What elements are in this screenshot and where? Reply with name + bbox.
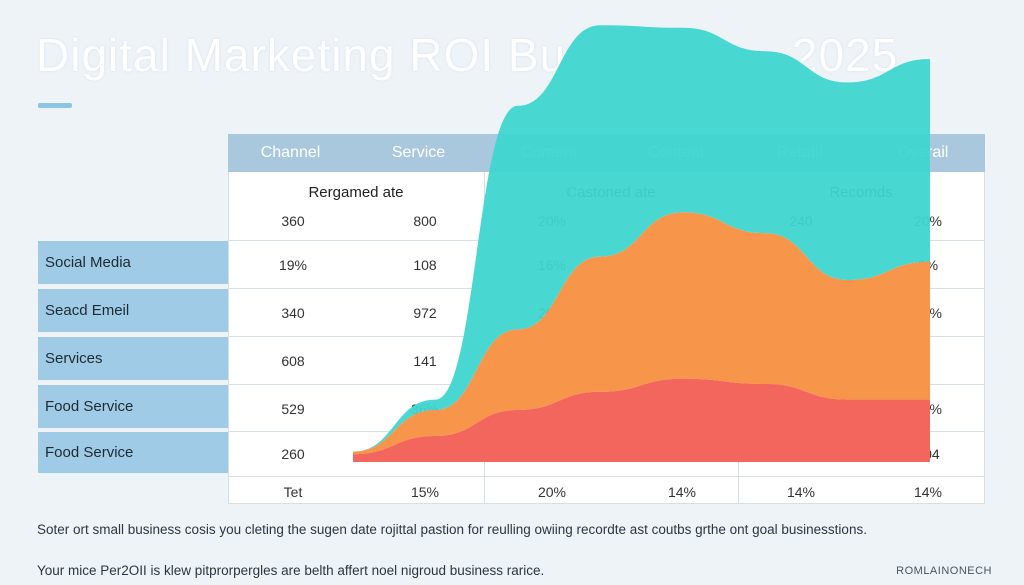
grid-line xyxy=(228,172,229,503)
grid-line xyxy=(228,476,985,477)
table-cell: 19% xyxy=(278,257,308,273)
row-label-services: Services xyxy=(38,337,228,382)
title-accent-bar xyxy=(38,103,72,108)
table-cell: 20% xyxy=(667,213,697,229)
table-cell: 608 xyxy=(281,353,305,369)
grid-line xyxy=(228,240,985,241)
grid-line xyxy=(984,172,985,503)
table-cell: 20% xyxy=(667,446,697,462)
table-cell: 260 xyxy=(281,446,305,462)
table-body xyxy=(228,172,985,503)
header-content-2: Content xyxy=(614,134,740,172)
table-cell: 20% xyxy=(537,484,567,500)
table-cell: 108 xyxy=(413,257,437,273)
table-cell: 17 xyxy=(793,305,809,321)
table-cell: 240 xyxy=(789,213,813,229)
table-cell: 20% xyxy=(537,446,567,462)
page-title: Digital Marketing ROI Busnerisen - 2025 xyxy=(36,29,899,81)
grid-line xyxy=(484,172,485,503)
table-cell: 23% xyxy=(410,446,440,462)
table-cell: 16% xyxy=(913,305,943,321)
grid-line xyxy=(228,336,985,337)
table-cell: 8% xyxy=(671,257,693,273)
header-retail: Retatil xyxy=(738,134,863,172)
table-cell: 36% xyxy=(410,401,440,417)
subheader-3: Recomds xyxy=(829,184,893,201)
row-label-search-email: Seacd Emeil xyxy=(38,289,228,334)
grid-line xyxy=(228,288,985,289)
table-cell: 20% xyxy=(537,305,567,321)
header-overall: Overail xyxy=(861,134,985,172)
subheader-1: Rergamed ate xyxy=(308,184,404,201)
table-cell: 20% xyxy=(786,446,816,462)
table-cell: 20% xyxy=(537,213,567,229)
table-cell: 141 xyxy=(413,353,437,369)
table-cell: 57% xyxy=(913,401,943,417)
row-label-social-media: Social Media xyxy=(38,241,228,286)
table-cell: 20% xyxy=(913,213,943,229)
subheader-2: Castoned ate xyxy=(566,184,656,201)
table-cell: 15% xyxy=(410,484,440,500)
table-cell: 529 xyxy=(281,401,305,417)
table-cell: 972 xyxy=(413,305,437,321)
footnote-2: Your mice Per2OII is klew pitprorpergles… xyxy=(37,563,545,578)
grid-line xyxy=(228,431,985,432)
table-cell: 4% xyxy=(790,257,812,273)
table-cell: 340 xyxy=(281,305,305,321)
table-cell: 0% xyxy=(917,257,939,273)
header-content-1: Content xyxy=(484,134,616,172)
grid-line xyxy=(228,384,985,385)
header-service: Service xyxy=(353,134,486,172)
footnote-1: Soter ort small business cosis you cleti… xyxy=(37,522,867,537)
table-cell: 14% xyxy=(667,484,697,500)
brand-label: ROMLAINONECH xyxy=(896,565,992,577)
table-cell: 14% xyxy=(913,484,943,500)
table-cell: 14% xyxy=(786,484,816,500)
table-cell: 16% xyxy=(537,257,567,273)
header-channel: Channel xyxy=(228,134,355,172)
grid-line xyxy=(228,503,985,504)
table-cell: 360 xyxy=(281,213,305,229)
table-cell: 2.18 xyxy=(668,401,696,417)
row-label-food-service: Food Service xyxy=(38,385,228,430)
row-label-food-service-2: Food Service xyxy=(38,432,228,475)
table-cell: 800 xyxy=(413,213,437,229)
table-cell: Tet xyxy=(283,484,303,500)
grid-line xyxy=(738,172,739,503)
table-cell: 204 xyxy=(916,446,940,462)
